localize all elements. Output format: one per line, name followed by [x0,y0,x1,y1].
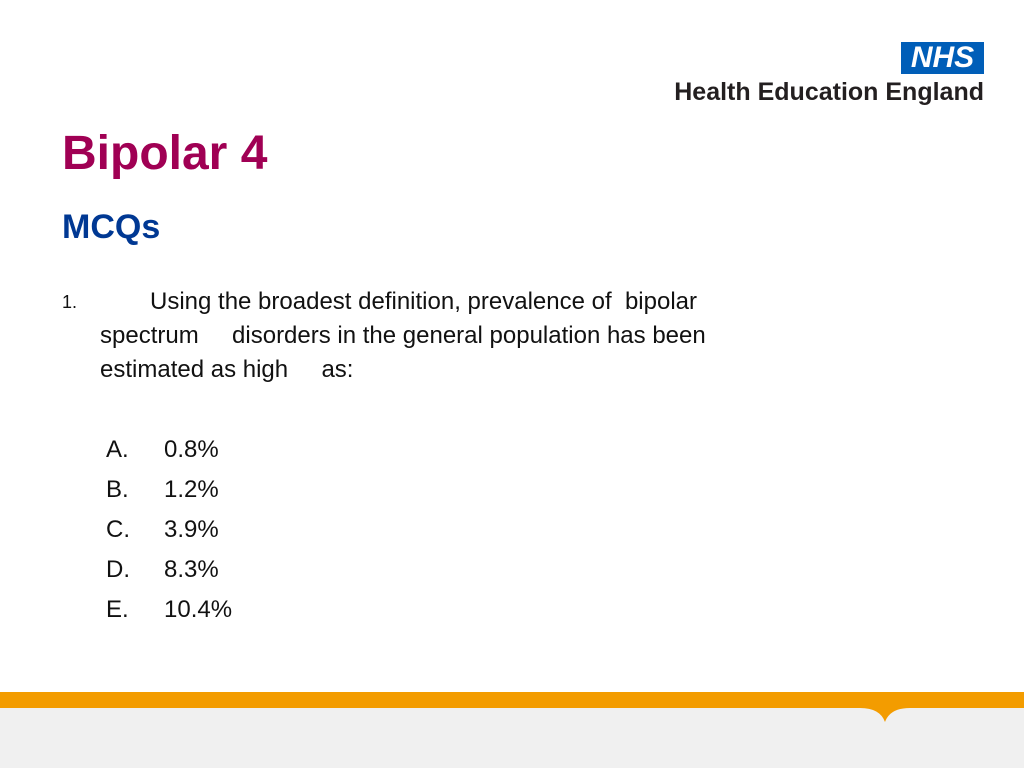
option-letter: A. [106,436,129,463]
nhs-badge: NHS [901,42,984,74]
option-letter: B. [106,476,129,503]
footer-notch [860,708,910,722]
question-line: spectrum disorders in the general popula… [100,322,706,349]
option-text: 3.9% [164,516,219,543]
option-text: 10.4% [164,596,233,623]
option-letter: D. [106,556,130,583]
question-line: Using the broadest definition, prevalenc… [150,288,698,315]
option-text: 0.8% [164,436,219,463]
footer-band [0,692,1024,708]
subtitle: MCQs [62,208,161,246]
question-number: 1. [62,292,78,312]
option-text: 1.2% [164,476,219,503]
option-text: 8.3% [164,556,219,583]
organisation: Health Education England [674,78,984,106]
option-letter: C. [106,516,130,543]
title: Bipolar 4 [62,127,268,180]
option-letter: E. [106,596,129,623]
footer [0,708,1024,768]
question-line: estimated as high as: [100,356,354,383]
